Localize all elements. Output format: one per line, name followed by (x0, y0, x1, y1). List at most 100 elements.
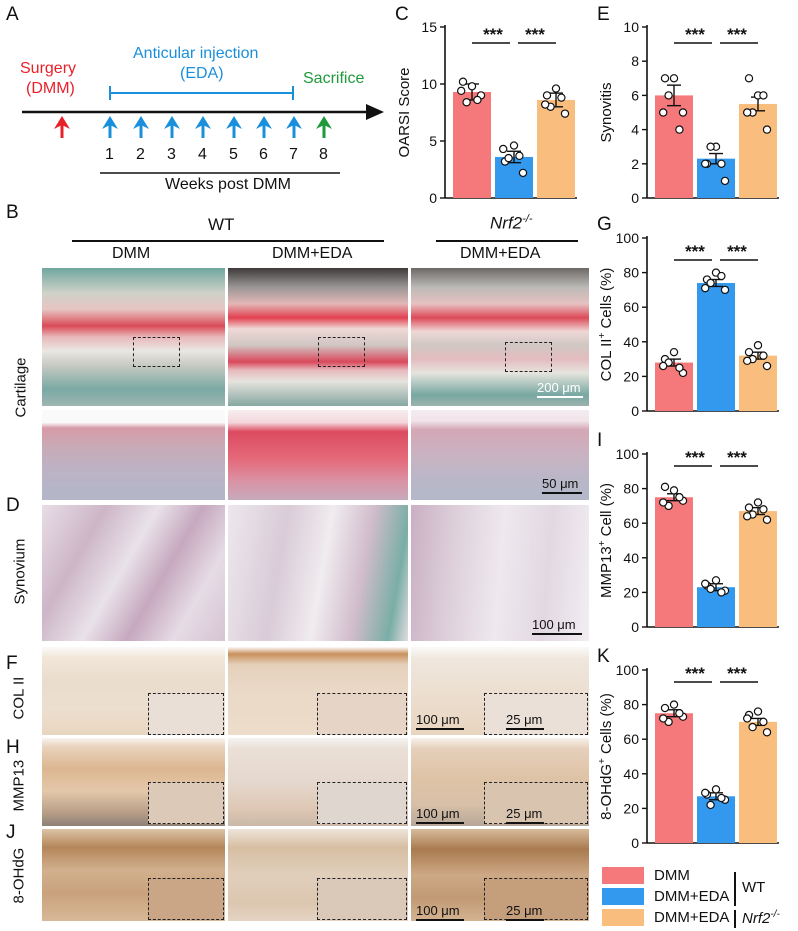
y-tick-label-100: 100 (616, 662, 640, 678)
legend-swatch-dmm-eda (602, 888, 644, 905)
bar-3 (739, 721, 777, 843)
bar-2 (697, 796, 735, 843)
data-point-2-3 (720, 285, 730, 295)
injection-arrow-2-head (133, 116, 149, 129)
data-point-2-4 (504, 153, 513, 163)
bar-2 (495, 156, 533, 198)
row-label-col-ii: COL II (10, 676, 28, 720)
synovium-dmm-eda (228, 505, 408, 641)
scale-bar-100um-synovium: 100 μm (532, 617, 582, 635)
data-point-2-6 (700, 788, 710, 798)
col-header-dmm-eda-ko: DMM+EDA (460, 245, 541, 262)
group-ko-name: Nrf2 (490, 213, 523, 233)
y-tick-label-0: 0 (631, 619, 639, 635)
y-tick-label-0: 0 (631, 403, 639, 419)
8ohdg-inset-2 (317, 878, 407, 920)
col-header-dmm-eda: DMM+EDA (272, 245, 353, 262)
bar-1 (453, 91, 491, 198)
data-point-3-5 (759, 505, 768, 514)
panel-label-i: I (597, 430, 603, 451)
y-tick-label-20: 20 (623, 800, 639, 816)
group-ko-sup: -/- (522, 213, 533, 225)
week-number-2: 2 (136, 146, 145, 163)
bar-3 (739, 511, 777, 627)
cartilage-zoom-dmm-eda (228, 410, 408, 500)
legend-swatch-dmm (602, 867, 644, 884)
data-point-3-2 (744, 74, 754, 83)
significance-stars-2: *** (727, 448, 747, 467)
bar-1 (655, 362, 693, 411)
data-point-3-6 (540, 100, 550, 109)
injection-arrow-4-head (195, 116, 211, 129)
significance-stars-1: *** (685, 242, 705, 261)
panel-label-d: D (6, 495, 20, 516)
col-header-dmm: DMM (112, 245, 151, 262)
data-point-2-4 (706, 584, 715, 594)
data-point-1-5 (675, 493, 684, 502)
y-tick-label-20: 20 (623, 368, 639, 384)
data-point-2-5 (717, 588, 726, 597)
scale-bar-25um-col2: 25 μm (506, 712, 544, 730)
legend-divider-ko (734, 910, 736, 928)
data-point-3-3 (762, 728, 772, 737)
injection-label-line2: (EDA) (180, 65, 224, 82)
data-point-2-6 (700, 283, 710, 293)
legend-divider-wt (734, 872, 736, 906)
8ohdg-inset-3 (484, 878, 588, 920)
mmp13-inset-1 (148, 782, 224, 824)
data-point-2-1 (711, 785, 721, 794)
data-point-3-4 (748, 722, 757, 732)
data-point-2-5 (717, 159, 726, 168)
scale-bar-200um: 200 μm (537, 380, 583, 398)
group-wt-label: WT (208, 215, 235, 234)
y-tick-label-0: 0 (631, 835, 639, 851)
y-axis-label: COL II+ Cells (%) (597, 268, 615, 382)
bar-2 (697, 587, 735, 627)
data-point-3-3 (762, 125, 772, 134)
cartilage-zoom-dmm (42, 410, 225, 500)
y-tick-label-80: 80 (623, 481, 639, 497)
bar-3 (739, 103, 777, 198)
data-point-1-2 (660, 482, 670, 492)
chart-synovitis: 0 2 4 6 8 10 Synovitis *** *** (598, 19, 779, 205)
legend-ko-name: Nrf2 (742, 910, 771, 927)
data-point-2-1 (509, 141, 519, 150)
synovium-ko (411, 505, 589, 641)
week-number-7: 7 (289, 146, 298, 163)
panel-label-g: G (597, 214, 612, 235)
col2-inset-2 (317, 693, 407, 735)
row-label-synovium: Synovium (11, 538, 29, 605)
data-point-3-1 (753, 498, 763, 507)
y-tick-label-2: 2 (631, 156, 639, 172)
y-tick-label-100: 100 (616, 230, 640, 246)
y-tick-label-40: 40 (623, 550, 639, 566)
timeline-diagram (22, 86, 384, 174)
data-point-1-6 (658, 498, 668, 507)
data-point-1-1 (669, 74, 679, 83)
data-point-1-3 (678, 108, 688, 117)
group-ko-label: Nrf2-/- (490, 213, 533, 234)
data-point-1-2 (458, 77, 468, 86)
legend-swatch-dmm-eda-ko (602, 909, 644, 926)
scale-bar-100um-col2: 100 μm (416, 712, 464, 730)
y-axis-label: Synovitis (598, 82, 615, 142)
data-point-2-4 (706, 142, 715, 151)
row-label-mmp13: MMP13 (10, 759, 28, 812)
panel-label-a: A (6, 4, 19, 25)
data-point-3-2 (744, 347, 754, 357)
chart-col2-cells: 0 20 40 60 80 100 COL II+ Cells (%) *** *** (597, 230, 779, 419)
group-ko-line (436, 240, 578, 242)
row-label-8ohdg: 8-OHdG (10, 847, 28, 904)
injection-arrow-5-head (226, 116, 242, 129)
y-axis-label: OARSI Score (396, 67, 413, 157)
y-tick-label-40: 40 (623, 334, 639, 350)
data-point-2-3 (720, 176, 730, 186)
y-tick-label-80: 80 (623, 697, 639, 713)
legend-item-dmm-eda-ko: DMM+EDA (602, 909, 729, 926)
data-point-3-6 (742, 356, 752, 366)
panel-label-b: B (6, 202, 19, 223)
legend-label-dmm: DMM (654, 867, 690, 884)
surgery-label-line2: (DMM) (26, 80, 75, 97)
data-point-1-5 (675, 709, 684, 718)
8ohdg-inset-1 (148, 878, 224, 920)
